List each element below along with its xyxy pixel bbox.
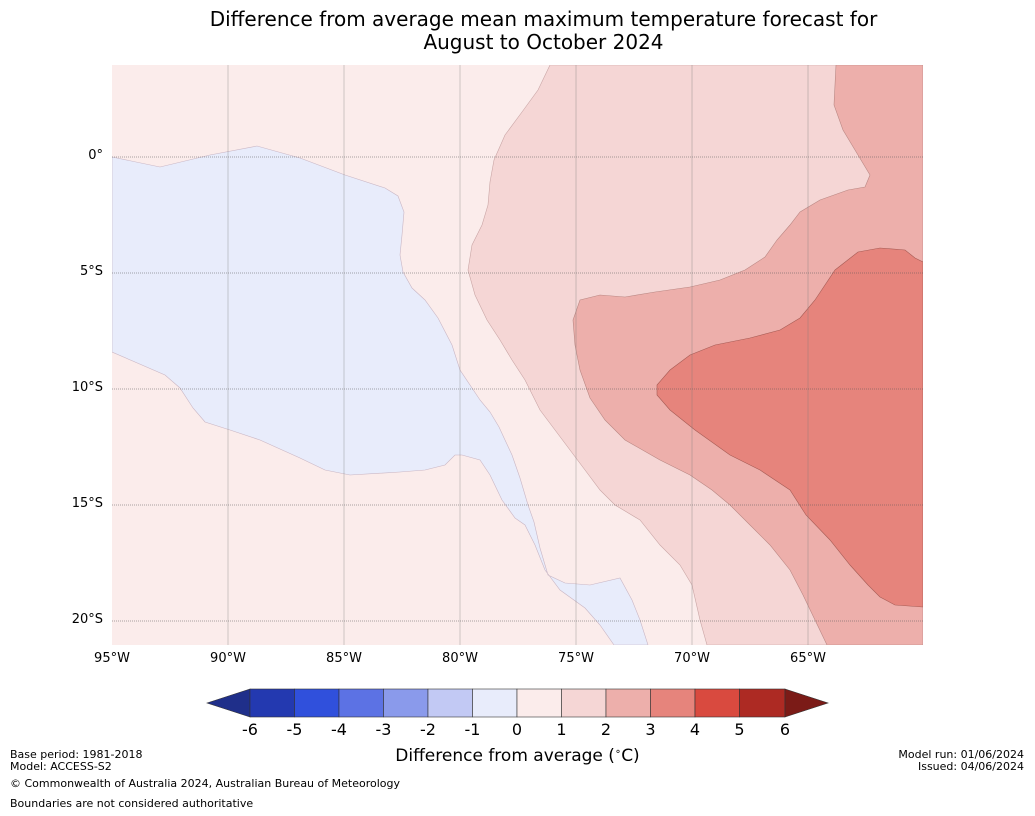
colorbar-bin [427,688,473,718]
colorbar-title-text: Difference from average ( [395,746,615,766]
colorbar-tick: -4 [331,720,347,739]
colorbar-bin [294,688,340,718]
colorbar-tick: -6 [242,720,258,739]
anomaly-region-3-4 [656,247,923,608]
issued-date: Issued: 04/06/2024 [917,760,1024,773]
colorbar-tick: 0 [511,720,523,739]
colorbar-bin [516,688,562,718]
colorbar-bin [383,688,429,718]
map-area [112,65,923,645]
colorbar-tick: 2 [600,720,612,739]
colorbar-tick: -5 [286,720,303,739]
boundaries-note: Boundaries are not considered authoritat… [10,797,254,810]
colorbar-bin [605,688,651,718]
title-line-2: August to October 2024 [423,30,664,54]
title-line-1: Difference from average mean maximum tem… [209,7,878,31]
colorbar-title-unit: C) [621,746,640,766]
colorbar-bin [694,688,740,718]
lon-label-65w: 65°W [790,651,826,666]
colorbar-title: Difference from average (∘C) [300,746,735,766]
colorbar-bin [561,688,607,718]
colorbar-tick: 4 [689,720,701,739]
colorbar-tick: -3 [375,720,392,739]
colorbar-tick: 6 [779,720,791,739]
colorbar-title-degree: ∘ [614,746,622,758]
colorbar-tick: 3 [645,720,656,739]
lat-label-5s: 5°S [79,264,103,279]
colorbar-tick: -1 [464,720,481,739]
colorbar-extend-high [784,688,829,718]
anomaly-region-neg1-0 [112,145,649,645]
lon-label-85w: 85°W [326,651,362,666]
colorbar-tick: 1 [556,720,567,739]
lon-label-75w: 75°W [558,651,594,666]
colorbar-bin [338,688,384,718]
colorbar-bin [650,688,696,718]
colorbar-tick: -2 [420,720,436,739]
colorbar-bin [249,688,295,718]
lat-label-15s: 15°S [71,496,103,511]
colorbar-extend-low [206,688,251,718]
model-name: Model: ACCESS-S2 [10,760,112,773]
colorbar-tick: 5 [734,720,745,739]
lat-label-10s: 10°S [71,380,103,395]
copyright: © Commonwealth of Australia 2024, Austra… [10,777,400,790]
lon-label-90w: 90°W [210,651,246,666]
base-period: Base period: 1981-2018 [10,748,143,761]
lon-label-80w: 80°W [442,651,478,666]
lon-label-95w: 95°W [94,651,130,666]
lat-label-0: 0° [88,148,103,163]
model-run: Model run: 01/06/2024 [898,748,1024,761]
colorbar-bin [739,688,786,718]
colorbar [206,688,829,718]
map-title: Difference from average mean maximum tem… [0,8,1035,54]
lat-label-20s: 20°S [71,612,103,627]
colorbar-bin [472,688,518,718]
map-meridians [227,65,809,645]
lon-label-70w: 70°W [674,651,710,666]
